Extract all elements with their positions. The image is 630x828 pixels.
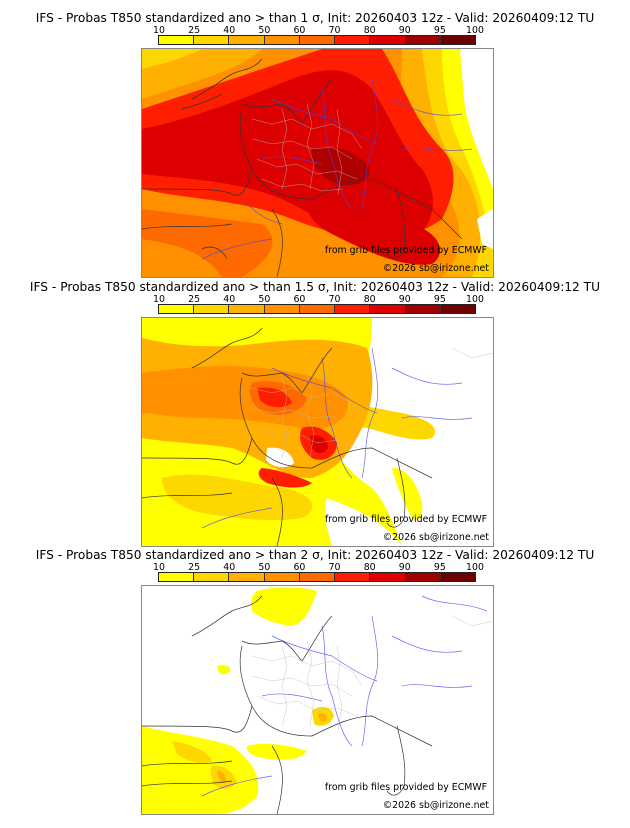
- colorbar-segment: [229, 573, 265, 581]
- colorbar-segment: [264, 305, 300, 313]
- colorbar-tick-label: 50: [258, 294, 271, 305]
- colorbar-segment: [370, 36, 406, 44]
- colorbar-tick-label: 95: [433, 562, 446, 573]
- colorbar-ticks: 10 25 40 50 60 70 80 90 95 100: [0, 563, 630, 573]
- colorbar-tick-label: 50: [258, 562, 271, 573]
- colorbar-tick-label: 10: [153, 562, 165, 573]
- colorbar-segment: [159, 36, 195, 44]
- colorbar-segment: [194, 36, 230, 44]
- colorbar-segment: [264, 36, 300, 44]
- colorbar-segment: [299, 573, 336, 581]
- colorbar-tick-label: 70: [328, 294, 341, 305]
- copyright-credit: ©2026 sb@irizone.net: [382, 800, 489, 811]
- colorbar-tick-label: 50: [258, 25, 271, 36]
- source-credit: from grib files provided by ECMWF: [324, 782, 487, 793]
- colorbar-segment: [264, 573, 300, 581]
- colorbar: [158, 304, 476, 314]
- colorbar-segment: [299, 305, 336, 313]
- colorbar-segment: [370, 573, 406, 581]
- colorbar-tick-label: 40: [223, 562, 236, 573]
- colorbar-segment: [159, 573, 195, 581]
- colorbar-ticks: 10 25 40 50 60 70 80 90 95 100: [0, 295, 630, 305]
- map-canvas: [142, 49, 493, 277]
- colorbar-segment: [405, 305, 441, 313]
- colorbar-segment: [159, 305, 195, 313]
- colorbar: [158, 572, 476, 582]
- colorbar-tick-label: 80: [363, 25, 376, 36]
- colorbar-tick-label: 40: [223, 294, 236, 305]
- panel-title: IFS - Probas T850 standardized ano > tha…: [35, 548, 595, 562]
- colorbar-tick-label: 25: [188, 25, 201, 36]
- copyright-credit: ©2026 sb@irizone.net: [382, 263, 489, 274]
- colorbar-segment: [229, 36, 265, 44]
- colorbar-tick-label: 95: [433, 294, 446, 305]
- colorbar-segment: [440, 573, 475, 581]
- panel-3: IFS - Probas T850 standardized ano > tha…: [0, 548, 630, 816]
- colorbar-tick-label: 10: [153, 294, 165, 305]
- colorbar-segment: [440, 36, 475, 44]
- colorbar-tick-label: 70: [328, 562, 341, 573]
- colorbar-segment: [335, 305, 371, 313]
- colorbar-tick-label: 40: [223, 25, 236, 36]
- panel-title: IFS - Probas T850 standardized ano > tha…: [29, 280, 601, 294]
- colorbar-tick-label: 60: [293, 294, 306, 305]
- colorbar-tick-label: 90: [398, 294, 411, 305]
- colorbar-segment: [299, 36, 336, 44]
- colorbar-tick-label: 80: [363, 562, 376, 573]
- colorbar-tick-label: 60: [293, 562, 306, 573]
- colorbar-segment: [194, 305, 230, 313]
- colorbar-segment: [335, 573, 371, 581]
- source-credit: from grib files provided by ECMWF: [324, 514, 487, 525]
- colorbar-tick-label: 25: [188, 294, 201, 305]
- probability-map-1sigma: from grib files provided by ECMWF ©2026 …: [141, 48, 494, 278]
- colorbar-segment: [335, 36, 371, 44]
- colorbar-segment: [370, 305, 406, 313]
- panel-2: IFS - Probas T850 standardized ano > tha…: [0, 280, 630, 547]
- colorbar-tick-label: 100: [466, 294, 484, 305]
- colorbar-tick-label: 100: [466, 25, 484, 36]
- source-credit: from grib files provided by ECMWF: [324, 245, 487, 256]
- colorbar-tick-label: 90: [398, 562, 411, 573]
- colorbar-ticks: 10 25 40 50 60 70 80 90 95 100: [0, 26, 630, 36]
- colorbar-tick-label: 100: [466, 562, 484, 573]
- colorbar-tick-label: 10: [153, 25, 165, 36]
- map-canvas: [142, 586, 493, 814]
- colorbar-segment: [405, 36, 441, 44]
- colorbar-tick-label: 70: [328, 25, 341, 36]
- colorbar: [158, 35, 476, 45]
- probability-map-1-5sigma: from grib files provided by ECMWF ©2026 …: [141, 317, 494, 547]
- colorbar-tick-label: 80: [363, 294, 376, 305]
- colorbar-segment: [440, 305, 475, 313]
- colorbar-segment: [405, 573, 441, 581]
- colorbar-segment: [194, 573, 230, 581]
- colorbar-tick-label: 90: [398, 25, 411, 36]
- panel-title: IFS - Probas T850 standardized ano > tha…: [35, 11, 595, 25]
- map-canvas: [142, 318, 493, 546]
- panel-1: IFS - Probas T850 standardized ano > tha…: [0, 11, 630, 278]
- colorbar-segment: [229, 305, 265, 313]
- copyright-credit: ©2026 sb@irizone.net: [382, 532, 489, 543]
- colorbar-tick-label: 95: [433, 25, 446, 36]
- probability-map-2sigma: from grib files provided by ECMWF ©2026 …: [141, 585, 494, 815]
- colorbar-tick-label: 25: [188, 562, 201, 573]
- colorbar-tick-label: 60: [293, 25, 306, 36]
